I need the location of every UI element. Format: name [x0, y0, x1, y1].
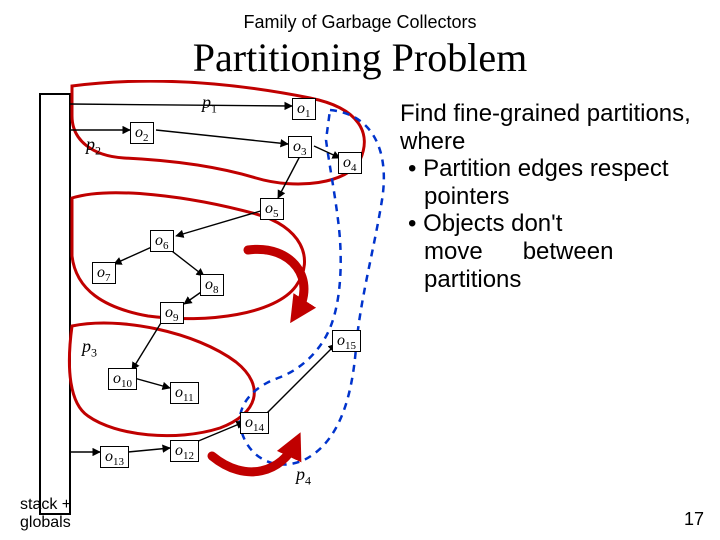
slide-title: Partitioning Problem: [0, 34, 720, 81]
node-o15: o15: [332, 330, 361, 352]
node-o2: o2: [130, 122, 154, 144]
node-o7: o7: [92, 262, 116, 284]
partition-label-p4: p4: [296, 464, 311, 489]
node-o5: o5: [260, 198, 284, 220]
node-o8: o8: [200, 274, 224, 296]
partition-label-p1: p1: [202, 92, 217, 117]
node-o13: o13: [100, 446, 129, 468]
node-o4: o4: [338, 152, 362, 174]
partition-label-p2: p2: [86, 134, 101, 159]
node-o12: o12: [170, 440, 199, 462]
body-text: Find fine-grained partitions, where Part…: [400, 100, 710, 293]
node-o3: o3: [288, 136, 312, 158]
body-bullet-1: Partition edges respect pointers: [424, 155, 710, 210]
node-o11: o11: [170, 382, 199, 404]
diagram-canvas: [0, 80, 400, 540]
page-number: 17: [684, 509, 704, 530]
node-o6: o6: [150, 230, 174, 252]
slide-supertitle: Family of Garbage Collectors: [0, 12, 720, 33]
node-o9: o9: [160, 302, 184, 324]
body-intro: Find fine-grained partitions, where: [400, 100, 710, 155]
node-o14: o14: [240, 412, 269, 434]
body-bullet-2: Objects don't move between partitions: [424, 210, 710, 293]
footer-label: stack + globals: [20, 496, 100, 532]
node-o10: o10: [108, 368, 137, 390]
partition-label-p3: p3: [82, 336, 97, 361]
node-o1: o1: [292, 98, 316, 120]
